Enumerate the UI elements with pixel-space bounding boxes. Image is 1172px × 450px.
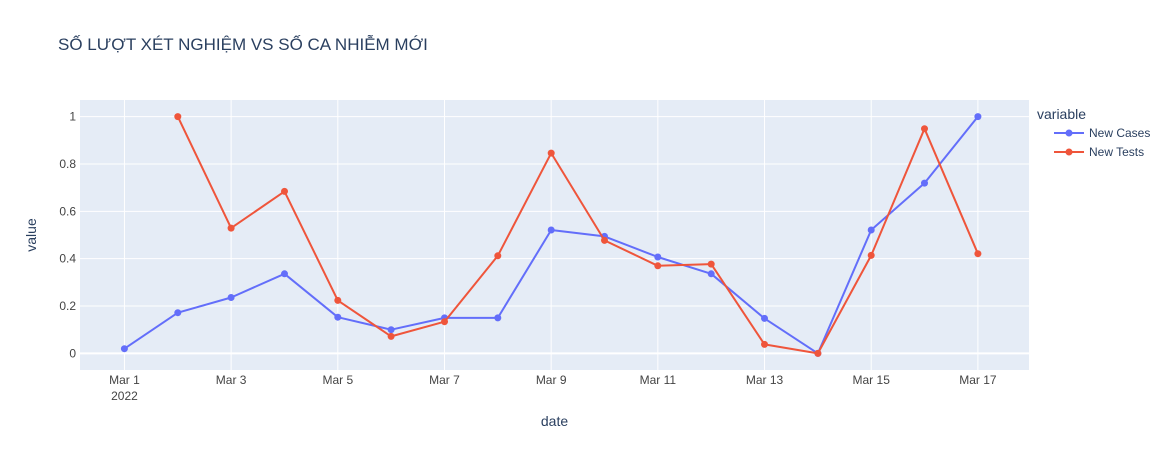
y-tick-label: 0 [69,346,76,360]
chart-title: SỐ LƯỢT XÉT NGHIỆM VS SỐ CA NHIỄM MỚI [58,34,428,54]
legend-item-new-tests: New Tests [1054,145,1144,159]
data-point-new-tests [387,332,395,340]
legend-label-new-cases: New Cases [1089,126,1150,140]
x-tick-labels: Mar 1 2022 Mar 3 Mar 5 Mar 7 Mar 9 Mar 11 Mar 1… [109,373,997,403]
data-point-new-tests [707,260,715,268]
x-tick-label: Mar 15 [853,373,891,387]
data-point-new-cases [120,345,128,353]
data-point-new-cases [867,226,875,234]
legend-label-new-tests: New Tests [1089,145,1144,159]
series-new-tests [174,113,982,357]
data-point-new-tests [654,262,662,270]
data-point-new-cases [761,314,768,322]
data-point-new-tests [761,340,768,348]
legend-marker-new-tests [1065,148,1073,156]
data-point-new-tests [227,224,235,232]
x-tick-label: Mar 7 [429,373,460,387]
x-tick-label: Mar 17 [959,373,997,387]
x-tick-label: Mar 3 [216,373,247,387]
legend-marker-new-cases [1065,129,1073,137]
y-tick-label: 0.8 [59,157,76,171]
x-tick-label: Mar 13 [746,373,784,387]
x-tick-label: Mar 9 [536,373,567,387]
legend-item-new-cases: New Cases [1054,126,1150,140]
data-point-new-tests [974,250,982,258]
x-axis-title: date [541,413,568,429]
x-tick-label: Mar 1 [109,373,140,387]
data-point-new-tests [867,251,875,259]
grid-lines [80,100,1029,370]
data-point-new-tests [601,236,608,244]
data-point-new-cases [334,313,342,321]
data-point-new-cases [174,309,182,317]
data-point-new-tests [334,296,342,304]
data-point-new-tests [921,125,928,133]
legend-title: variable [1037,106,1086,122]
data-point-new-cases [707,270,715,278]
y-tick-label: 0.2 [59,299,76,313]
data-point-new-tests [174,113,182,121]
data-point-new-cases [227,294,235,301]
data-point-new-cases [547,226,555,234]
x-tick-sublabel: 2022 [111,389,138,403]
data-point-new-cases [654,253,662,261]
data-point-new-cases [494,314,502,322]
y-tick-label: 0.6 [59,204,76,218]
data-point-new-tests [494,252,502,260]
legend-items: New Cases New Tests [1054,126,1150,159]
data-point-new-cases [387,326,395,334]
data-point-new-tests [441,318,448,326]
data-point-new-tests [281,187,288,195]
series-layer [120,113,982,357]
data-point-new-cases [921,179,928,187]
data-point-new-cases [974,113,982,121]
x-tick-label: Mar 11 [640,373,677,387]
data-point-new-cases [281,270,288,278]
y-tick-labels: 0 0.2 0.4 0.6 0.8 1 [59,110,76,361]
series-line-new-tests [176,116,979,355]
data-point-new-tests [547,149,555,157]
y-tick-label: 1 [69,110,76,124]
legend: variable New Cases New Tests [1037,106,1150,159]
y-axis-title: value [23,218,39,252]
data-point-new-tests [814,349,822,357]
y-tick-label: 0.4 [59,252,76,266]
x-tick-label: Mar 5 [322,373,353,387]
plot-area[interactable] [80,100,1029,370]
